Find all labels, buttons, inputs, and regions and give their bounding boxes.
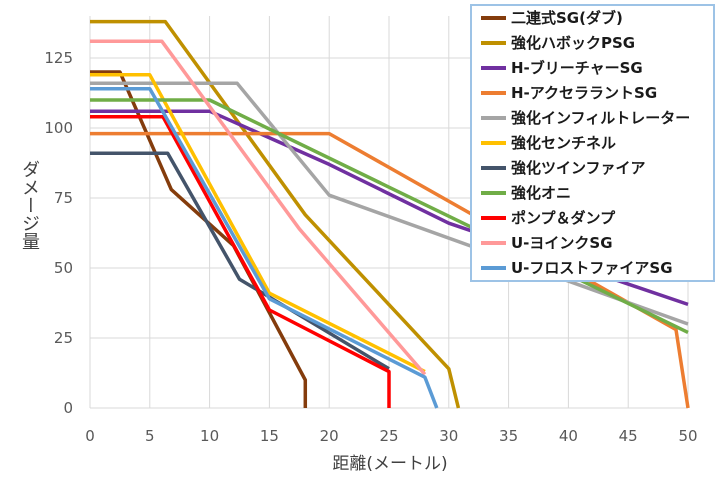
legend-label: 強化オニ [511,184,571,202]
legend-label: 二連式SG(ダブ) [511,9,623,27]
x-tick-label: 50 [678,427,697,445]
legend: 二連式SG(ダブ) 強化ハボックPSG H-ブリーチャーSG H-アクセララントSG 強… [470,4,715,282]
series-line-2 [90,19,461,409]
legend-item: 強化オニ [481,184,571,202]
legend-label: 強化ハボックPSG [511,34,635,52]
x-axis-label: 距離(メートル) [332,454,447,474]
y-tick-label: 50 [54,259,73,277]
series-line-9 [90,115,391,408]
x-tick-label: 30 [439,427,458,445]
legend-item: 強化インフィルトレーター [481,109,690,127]
x-tick-label: 20 [320,427,339,445]
series-line-10 [90,39,427,376]
legend-label: U-フロストファイアSG [511,259,673,277]
y-tick-label: 125 [44,49,73,67]
legend-label: H-アクセララントSG [511,84,657,102]
legend-label: 強化インフィルトレーター [511,109,690,127]
legend-label: U-ヨインクSG [511,234,613,252]
series-line-6 [90,73,426,374]
y-tick-label: 0 [63,399,73,417]
legend-label: ポンプ＆ダンプ [511,209,616,227]
legend-item: 強化センチネル [481,134,616,152]
x-tick-label: 15 [260,427,279,445]
y-tick-label: 25 [54,329,73,347]
y-axis-label: ダメージ量 [19,160,40,250]
x-tick-label: 25 [379,427,398,445]
x-tick-label: 35 [499,427,518,445]
x-tick-label: 40 [559,427,578,445]
legend-box [470,4,715,282]
x-tick-label: 45 [619,427,638,445]
legend-label: 強化センチネル [511,134,616,152]
legend-item: 強化ハボックPSG [481,34,635,52]
legend-item: H-ブリーチャーSG [481,59,643,77]
legend-item: H-アクセララントSG [481,84,657,102]
x-tick-label: 5 [145,427,155,445]
legend-label: H-ブリーチャーSG [511,59,643,77]
x-tick-label: 10 [200,427,219,445]
legend-item: U-ヨインクSG [481,234,613,252]
legend-label: 強化ツインファイア [511,159,646,177]
series-line-11 [90,87,439,409]
tick-labels: 0 5 10 15 20 25 30 35 40 45 50 0 25 50 75 100 125 [44,49,697,445]
legend-item: ポンプ＆ダンプ [481,209,616,227]
legend-item: U-フロストファイアSG [481,259,673,277]
legend-item: 強化ツインファイア [481,159,646,177]
y-tick-label: 75 [54,189,73,207]
y-tick-label: 100 [44,119,73,137]
x-tick-label: 0 [85,427,95,445]
legend-item: 二連式SG(ダブ) [481,9,623,27]
series-line-1 [90,70,308,408]
series-line-7 [90,151,390,371]
